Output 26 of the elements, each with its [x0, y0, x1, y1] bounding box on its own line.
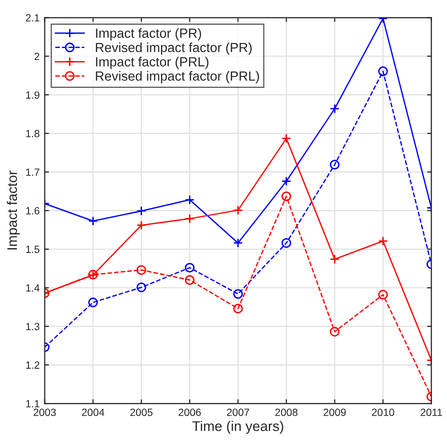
x-tick-label: 2011: [420, 408, 442, 416]
y-tick-label: 2: [34, 52, 40, 60]
legend-label: Impact factor (PRL): [96, 56, 208, 70]
y-tick-label: 1.2: [26, 361, 40, 369]
x-tick-label: 2007: [226, 408, 250, 416]
legend-label: Impact factor (PR): [96, 28, 202, 40]
y-tick-label: 1.7: [26, 168, 40, 176]
y-axis-title: Impact factor: [6, 170, 20, 250]
x-tick-label: 2009: [324, 408, 346, 416]
x-tick-label: 2010: [372, 408, 394, 416]
y-tick-label: 1.9: [26, 91, 40, 99]
y-tick-label: 1.5: [26, 246, 40, 254]
y-tick-label: 1.6: [26, 207, 40, 214]
x-axis-title: Time (in years): [192, 420, 284, 434]
x-tick-label: 2008: [275, 408, 298, 416]
y-tick-label: 1.8: [26, 130, 40, 138]
x-tick-label: 2004: [82, 408, 104, 416]
x-tick-label: 2006: [178, 408, 201, 416]
y-tick-label: 2.1: [26, 14, 40, 22]
y-tick-label: 1.3: [26, 322, 40, 330]
y-tick-label: 1.4: [26, 284, 40, 292]
y-tick-label: 1.1: [26, 400, 40, 408]
x-tick-label: 2005: [130, 408, 153, 416]
legend-label: Revised impact factor (PRL): [96, 71, 259, 84]
x-tick-label: 2003: [34, 408, 56, 416]
legend-label: Revised impact factor (PR): [96, 42, 252, 55]
